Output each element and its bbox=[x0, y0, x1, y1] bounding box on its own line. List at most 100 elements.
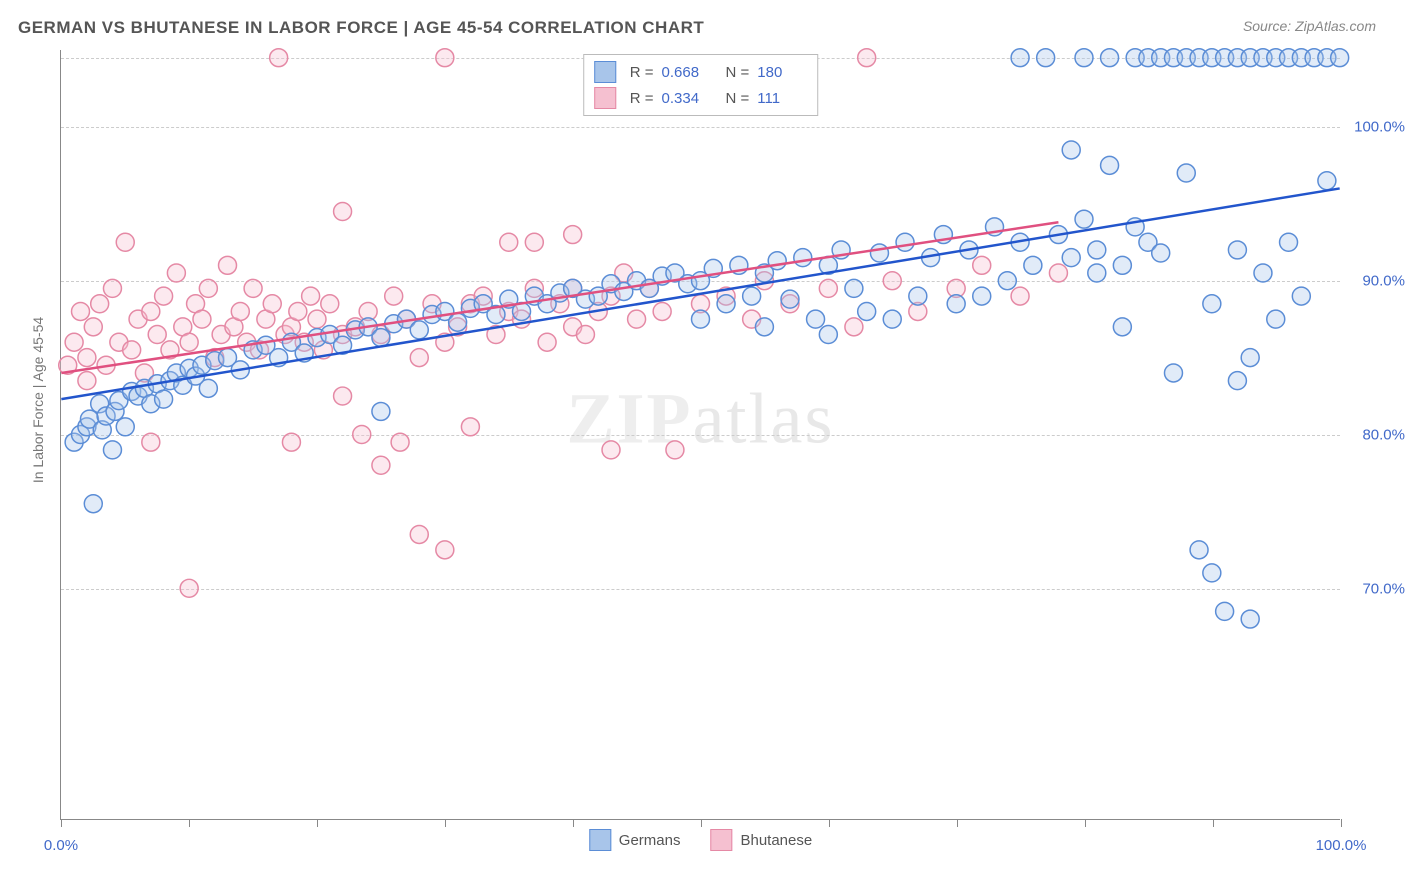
data-point-germans bbox=[155, 390, 173, 408]
data-point-germans bbox=[819, 326, 837, 344]
data-point-germans bbox=[1267, 310, 1285, 328]
data-point-bhutanese bbox=[270, 49, 288, 67]
data-point-germans bbox=[449, 313, 467, 331]
series-legend: Germans Bhutanese bbox=[589, 829, 812, 851]
data-point-germans bbox=[845, 279, 863, 297]
x-tick bbox=[61, 819, 62, 827]
data-point-germans bbox=[947, 295, 965, 313]
data-point-bhutanese bbox=[84, 318, 102, 336]
data-point-bhutanese bbox=[142, 302, 160, 320]
r-label: R = bbox=[630, 64, 654, 81]
x-tick bbox=[829, 819, 830, 827]
data-point-bhutanese bbox=[564, 226, 582, 244]
data-point-bhutanese bbox=[321, 295, 339, 313]
legend-item-germans: Germans bbox=[589, 829, 681, 851]
data-point-germans bbox=[743, 287, 761, 305]
data-point-germans bbox=[372, 329, 390, 347]
x-tick bbox=[701, 819, 702, 827]
data-point-bhutanese bbox=[1011, 287, 1029, 305]
data-point-bhutanese bbox=[410, 349, 428, 367]
data-point-germans bbox=[1101, 156, 1119, 174]
data-point-germans bbox=[1228, 241, 1246, 259]
data-point-bhutanese bbox=[193, 310, 211, 328]
data-point-germans bbox=[84, 495, 102, 513]
data-point-germans bbox=[1075, 49, 1093, 67]
n-label: N = bbox=[726, 64, 750, 81]
data-point-bhutanese bbox=[973, 256, 991, 274]
data-point-bhutanese bbox=[391, 433, 409, 451]
n-label: N = bbox=[726, 90, 750, 107]
data-point-bhutanese bbox=[308, 310, 326, 328]
data-point-germans bbox=[199, 379, 217, 397]
data-point-germans bbox=[794, 249, 812, 267]
data-point-bhutanese bbox=[628, 310, 646, 328]
data-point-germans bbox=[870, 244, 888, 262]
data-point-germans bbox=[1011, 49, 1029, 67]
data-point-bhutanese bbox=[845, 318, 863, 336]
data-point-bhutanese bbox=[334, 387, 352, 405]
data-point-bhutanese bbox=[78, 349, 96, 367]
data-point-germans bbox=[807, 310, 825, 328]
data-point-germans bbox=[1113, 256, 1131, 274]
y-tick-label: 70.0% bbox=[1362, 581, 1405, 598]
data-point-bhutanese bbox=[282, 433, 300, 451]
data-point-germans bbox=[372, 402, 390, 420]
data-point-germans bbox=[781, 290, 799, 308]
n-value-germans: 180 bbox=[757, 64, 807, 81]
data-point-bhutanese bbox=[602, 441, 620, 459]
x-tick bbox=[445, 819, 446, 827]
data-point-bhutanese bbox=[461, 418, 479, 436]
data-point-germans bbox=[755, 318, 773, 336]
data-point-bhutanese bbox=[858, 49, 876, 67]
data-point-bhutanese bbox=[302, 287, 320, 305]
y-axis-label: In Labor Force | Age 45-54 bbox=[30, 317, 46, 483]
data-point-germans bbox=[1088, 264, 1106, 282]
stats-row-germans: R = 0.668 N = 180 bbox=[594, 59, 808, 85]
data-point-bhutanese bbox=[576, 326, 594, 344]
data-point-germans bbox=[1216, 602, 1234, 620]
data-point-germans bbox=[1190, 541, 1208, 559]
r-label: R = bbox=[630, 90, 654, 107]
x-tick bbox=[573, 819, 574, 827]
data-point-germans bbox=[1292, 287, 1310, 305]
data-point-germans bbox=[1203, 564, 1221, 582]
scatter-svg bbox=[61, 50, 1340, 819]
data-point-bhutanese bbox=[103, 279, 121, 297]
x-tick-label: 100.0% bbox=[1316, 837, 1367, 854]
r-value-germans: 0.668 bbox=[662, 64, 712, 81]
data-point-bhutanese bbox=[372, 456, 390, 474]
data-point-bhutanese bbox=[78, 372, 96, 390]
data-point-germans bbox=[998, 272, 1016, 290]
data-point-germans bbox=[1075, 210, 1093, 228]
data-point-germans bbox=[1062, 141, 1080, 159]
data-point-bhutanese bbox=[500, 233, 518, 251]
data-point-germans bbox=[1037, 49, 1055, 67]
x-tick-label: 0.0% bbox=[44, 837, 78, 854]
chart-title: GERMAN VS BHUTANESE IN LABOR FORCE | AGE… bbox=[18, 18, 704, 38]
data-point-bhutanese bbox=[123, 341, 141, 359]
data-point-germans bbox=[1177, 164, 1195, 182]
data-point-bhutanese bbox=[385, 287, 403, 305]
data-point-bhutanese bbox=[142, 433, 160, 451]
data-point-germans bbox=[103, 441, 121, 459]
data-point-bhutanese bbox=[653, 302, 671, 320]
data-point-germans bbox=[1101, 49, 1119, 67]
x-tick bbox=[1341, 819, 1342, 827]
x-tick bbox=[189, 819, 190, 827]
data-point-bhutanese bbox=[525, 233, 543, 251]
y-tick-label: 80.0% bbox=[1362, 427, 1405, 444]
y-tick-label: 90.0% bbox=[1362, 273, 1405, 290]
data-point-bhutanese bbox=[436, 49, 454, 67]
data-point-germans bbox=[768, 252, 786, 270]
data-point-bhutanese bbox=[436, 541, 454, 559]
data-point-germans bbox=[909, 287, 927, 305]
data-point-germans bbox=[1088, 241, 1106, 259]
data-point-germans bbox=[1241, 349, 1259, 367]
chart-container: GERMAN VS BHUTANESE IN LABOR FORCE | AGE… bbox=[0, 0, 1406, 892]
data-point-germans bbox=[883, 310, 901, 328]
legend-label-bhutanese: Bhutanese bbox=[740, 832, 812, 849]
data-point-germans bbox=[692, 310, 710, 328]
data-point-bhutanese bbox=[167, 264, 185, 282]
data-point-germans bbox=[1254, 264, 1272, 282]
x-tick bbox=[317, 819, 318, 827]
